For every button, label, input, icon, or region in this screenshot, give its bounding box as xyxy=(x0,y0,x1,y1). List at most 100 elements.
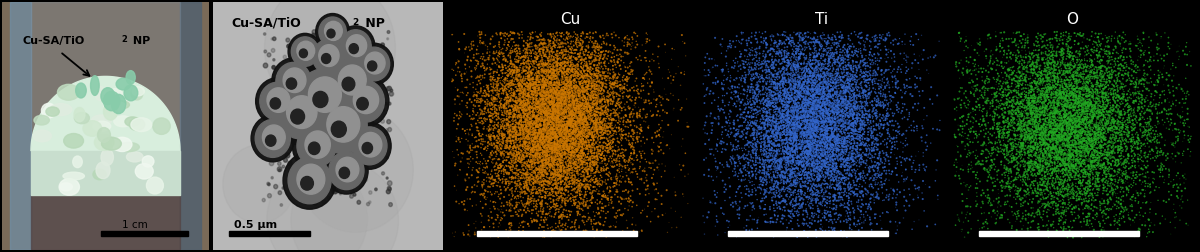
Point xyxy=(1064,165,1084,169)
Point xyxy=(1048,140,1067,144)
Point xyxy=(868,167,887,171)
Point xyxy=(755,106,774,110)
Point xyxy=(528,156,547,160)
Point xyxy=(1030,87,1049,91)
Point xyxy=(1050,162,1069,166)
Point xyxy=(480,72,499,76)
Point xyxy=(539,123,558,127)
Point xyxy=(1018,108,1037,112)
Point xyxy=(564,130,583,134)
Point xyxy=(1082,74,1102,78)
Point xyxy=(728,94,748,99)
Point xyxy=(775,123,794,128)
Point xyxy=(742,154,761,158)
Point xyxy=(1009,191,1028,195)
Point xyxy=(575,81,594,85)
Point xyxy=(1063,114,1082,118)
Point xyxy=(1043,49,1062,53)
Point xyxy=(527,47,546,51)
Point xyxy=(820,173,839,177)
Point xyxy=(524,102,544,106)
Point xyxy=(773,76,792,80)
Point xyxy=(545,108,564,112)
Point xyxy=(566,86,586,90)
Point xyxy=(541,67,560,71)
Point xyxy=(823,157,842,161)
Point xyxy=(541,103,560,107)
Point xyxy=(523,123,542,127)
Point xyxy=(814,136,833,140)
Point xyxy=(1070,163,1090,167)
Point xyxy=(1070,78,1090,82)
Point xyxy=(1068,99,1087,103)
Point xyxy=(1048,141,1067,145)
Point xyxy=(556,126,575,130)
Point xyxy=(976,132,995,136)
Point xyxy=(596,105,616,109)
Point xyxy=(828,146,847,150)
Point xyxy=(799,144,818,148)
Point xyxy=(746,142,766,146)
Point xyxy=(547,194,566,198)
Point xyxy=(793,75,812,79)
Point xyxy=(575,144,594,148)
Point xyxy=(733,154,752,158)
Point xyxy=(696,93,715,97)
Point xyxy=(496,79,515,83)
Point xyxy=(1079,102,1098,106)
Point xyxy=(1037,131,1056,135)
Point xyxy=(792,197,811,201)
Point xyxy=(1056,112,1075,116)
Point xyxy=(1010,187,1030,192)
Point xyxy=(1087,88,1106,92)
Point xyxy=(802,135,821,139)
Point xyxy=(778,161,797,165)
Point xyxy=(1128,132,1147,136)
Point xyxy=(553,144,572,148)
Point xyxy=(584,189,604,193)
Point xyxy=(528,56,547,60)
Point xyxy=(808,139,827,143)
Point xyxy=(554,89,574,93)
Point xyxy=(1144,137,1163,141)
Point xyxy=(742,85,761,89)
Point xyxy=(605,129,624,133)
Point xyxy=(581,38,600,42)
Point xyxy=(1028,158,1048,162)
Point xyxy=(528,74,547,78)
Point xyxy=(820,49,839,53)
Point xyxy=(803,122,822,126)
Point xyxy=(1074,102,1093,106)
Point xyxy=(512,102,532,106)
Point xyxy=(758,143,778,147)
Point xyxy=(1042,146,1061,150)
Point xyxy=(821,102,840,106)
Point xyxy=(1055,187,1074,191)
Point xyxy=(563,99,582,103)
Point xyxy=(563,117,582,121)
Point xyxy=(1045,105,1064,109)
Point xyxy=(817,131,836,135)
Point xyxy=(1019,122,1038,127)
Point xyxy=(841,128,860,132)
Point xyxy=(506,127,526,131)
Point xyxy=(1081,132,1100,136)
Point xyxy=(557,64,576,68)
Point xyxy=(587,122,606,126)
Point xyxy=(1080,181,1099,185)
Point xyxy=(817,98,836,102)
Point xyxy=(782,142,802,146)
Point xyxy=(534,185,553,190)
Point xyxy=(578,32,598,36)
Point xyxy=(992,136,1012,140)
Point xyxy=(780,86,799,90)
Point xyxy=(839,164,858,168)
Point xyxy=(762,148,781,152)
Point xyxy=(497,143,516,147)
Point xyxy=(835,190,854,194)
Point xyxy=(1134,65,1153,69)
Point xyxy=(1039,85,1058,89)
Point xyxy=(610,104,629,108)
Point xyxy=(745,108,764,112)
Point xyxy=(595,77,614,81)
